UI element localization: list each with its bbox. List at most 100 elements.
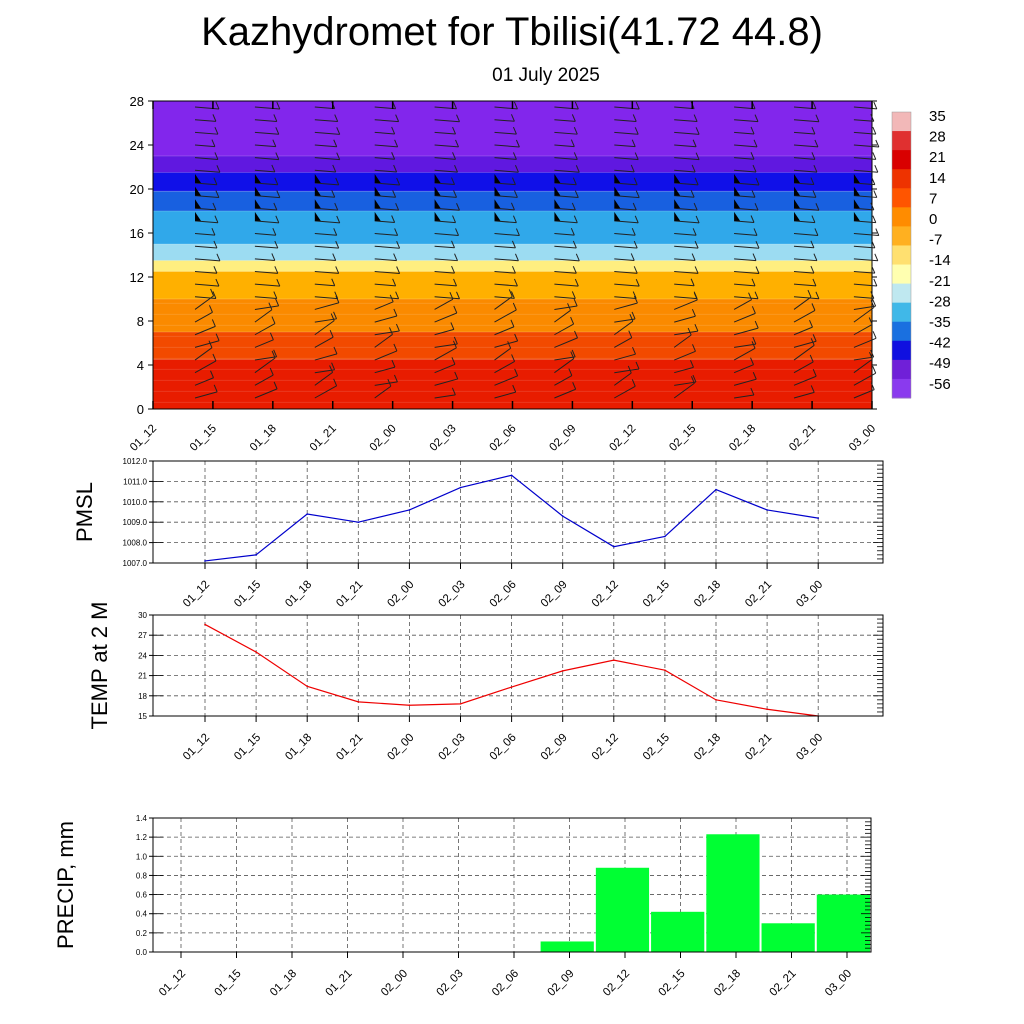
x-tick-label: 03_00 [794, 732, 825, 763]
wind-barb [793, 258, 817, 262]
wind-barb-tick [391, 126, 396, 135]
wind-barb-tick [627, 365, 632, 374]
data-point [255, 651, 257, 653]
wind-barb-tick [508, 289, 513, 297]
wind-barb [254, 233, 276, 236]
wind-barb-tick [690, 190, 695, 198]
wind-barb [614, 169, 635, 173]
wind-barb-flag [374, 173, 381, 183]
wind-barb [494, 283, 518, 287]
wind-barb [434, 258, 458, 262]
wind-barb-tick [815, 203, 820, 211]
wind-barb [254, 157, 279, 161]
wind-barb-tick [755, 177, 760, 186]
x-tick-label: 02_12 [601, 968, 632, 999]
wind-barb-flag [254, 211, 261, 221]
wind-barb [374, 271, 400, 274]
wind-barb [554, 119, 576, 122]
wind-barb-tick [870, 291, 875, 299]
wind-barb [314, 144, 337, 148]
wind-barb [194, 182, 217, 186]
colorbar-swatch [892, 207, 911, 227]
wind-barb [494, 119, 515, 122]
colorbar-label: 21 [929, 149, 946, 166]
wind-barb [614, 368, 640, 374]
wind-barb [314, 233, 337, 236]
wind-barb-tick [631, 379, 636, 387]
wind-barb-flag [434, 199, 441, 209]
wind-barb-tick [215, 333, 220, 341]
wind-barb [793, 207, 819, 211]
heatmap-y-tick-label: 12 [130, 270, 144, 285]
wind-barb [434, 157, 456, 160]
wind-barb-tick [456, 114, 460, 122]
wind-barb [194, 207, 216, 211]
wind-barb [194, 258, 220, 262]
wind-barb-tick [396, 266, 401, 274]
wind-barb-tick [335, 266, 340, 274]
wind-barb-tick [571, 202, 576, 211]
wind-barb [614, 318, 636, 323]
wind-barb-tick [875, 139, 880, 148]
wind-barb-tick [453, 190, 457, 198]
wind-barb [254, 131, 279, 135]
wind-barb-flag [434, 173, 441, 183]
wind-barb [374, 283, 396, 287]
wind-barb [434, 378, 458, 386]
wind-barb-flag [554, 199, 561, 209]
x-tick-label: 01_12 [181, 732, 212, 763]
wind-barb [314, 169, 336, 173]
wind-barb-flag [374, 211, 381, 221]
x-tick-label: 02_03 [437, 732, 468, 763]
wind-barb [194, 233, 215, 236]
wind-barb [853, 258, 878, 262]
wind-barb [194, 360, 217, 374]
data-point [817, 517, 819, 519]
wind-barb-tick [571, 114, 576, 122]
wind-barb-flag [494, 211, 501, 221]
wind-barb-tick [573, 215, 578, 223]
wind-barb-tick [333, 378, 338, 386]
wind-barb-tick [693, 291, 698, 299]
wind-barb-flag [674, 211, 681, 221]
wind-barb [314, 320, 335, 336]
wind-barb-flag [554, 186, 561, 196]
wind-barb [374, 381, 398, 386]
wind-barb-tick [871, 240, 876, 249]
wind-barb [314, 245, 339, 249]
wind-barb [194, 340, 220, 348]
y-axis-title: PRECIP, mm [53, 821, 78, 949]
wind-barb-tick [873, 278, 878, 287]
wind-barb [853, 207, 874, 211]
x-tick-label: 01_12 [181, 579, 212, 610]
wind-barb [853, 306, 875, 323]
x-tick-label: 02_18 [712, 968, 743, 999]
wind-barb-tick [512, 384, 517, 393]
wind-barb [554, 337, 578, 348]
wind-barb [674, 283, 695, 287]
wind-barb [194, 220, 218, 224]
wind-barb [793, 157, 815, 160]
wind-barb [614, 220, 639, 224]
wind-barb [254, 119, 277, 122]
wind-barb-tick [631, 139, 636, 147]
wind-barb [554, 305, 578, 310]
wind-barb [733, 364, 754, 374]
y-tick-label: 1012.0 [123, 457, 148, 466]
wind-barb [674, 245, 699, 249]
wind-barb [374, 334, 393, 348]
wind-barb-tick [332, 253, 337, 261]
wind-barb [434, 363, 456, 374]
wind-barb-flag [853, 199, 860, 209]
wind-barb [853, 195, 877, 198]
wind-barb [554, 144, 575, 148]
wind-barb-tick [572, 382, 577, 390]
x-tick-label: 01_18 [283, 732, 314, 763]
wind-barb-tick [514, 333, 519, 342]
wind-barb [734, 245, 760, 249]
wind-barb-tick [276, 101, 281, 110]
wind-barb [734, 207, 759, 211]
y-tick-label: 1008.0 [123, 539, 148, 548]
wind-barb-tick [750, 126, 755, 135]
wind-barb-tick [575, 165, 580, 173]
